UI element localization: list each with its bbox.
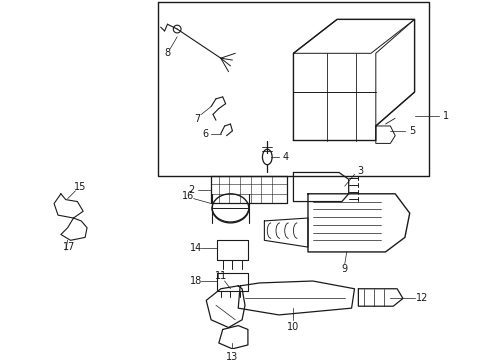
Text: 2: 2 <box>189 185 195 195</box>
Text: 9: 9 <box>342 264 348 274</box>
Text: 18: 18 <box>190 276 202 286</box>
Text: 14: 14 <box>190 243 202 253</box>
Text: 7: 7 <box>195 114 200 124</box>
Text: 15: 15 <box>74 182 86 192</box>
Text: 3: 3 <box>357 166 364 176</box>
Text: 6: 6 <box>202 129 208 139</box>
Text: 13: 13 <box>226 352 239 360</box>
Text: 4: 4 <box>283 152 289 162</box>
Text: 12: 12 <box>416 293 429 303</box>
Text: 10: 10 <box>287 321 299 332</box>
Text: 16: 16 <box>182 191 194 201</box>
Text: 5: 5 <box>410 126 416 136</box>
Text: 11: 11 <box>215 271 227 281</box>
Text: 1: 1 <box>442 111 449 121</box>
Text: 17: 17 <box>62 242 75 252</box>
Text: 8: 8 <box>165 48 171 58</box>
